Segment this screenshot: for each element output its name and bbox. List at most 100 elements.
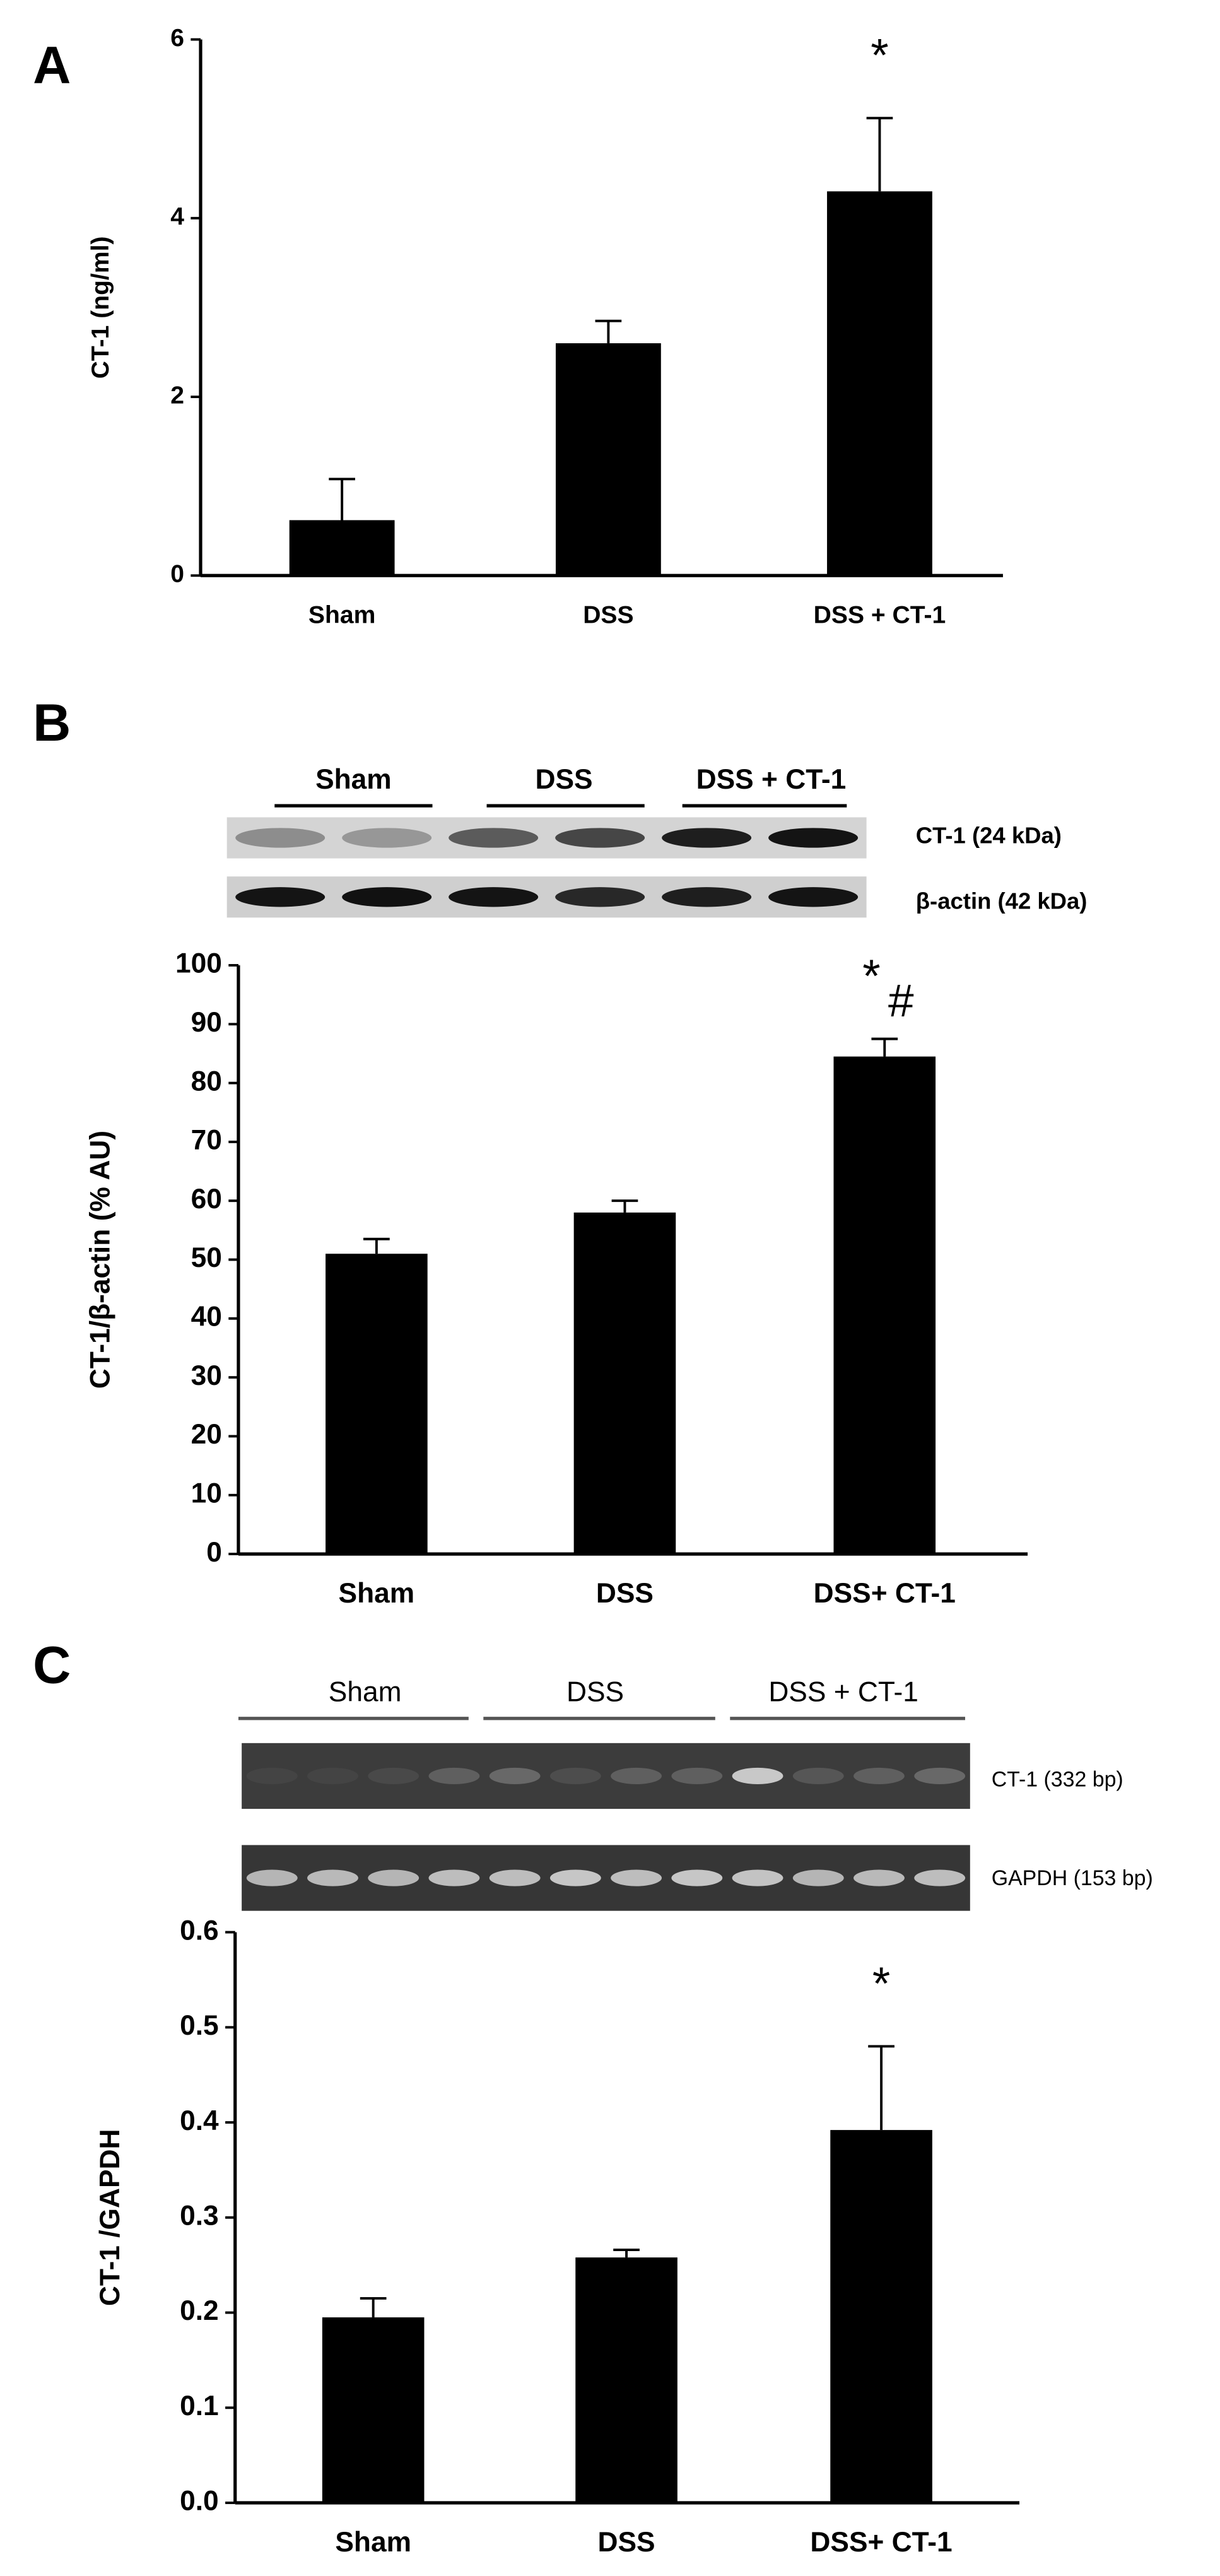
blot-group-label: DSS <box>566 1676 624 1707</box>
y-tick-label: 0.5 <box>180 2010 219 2041</box>
y-tick-label: 10 <box>191 1478 222 1509</box>
blot-band <box>449 828 539 848</box>
blot-band <box>489 1767 541 1784</box>
blot-band <box>307 1869 358 1886</box>
blot-band-label: CT-1 (332 bp) <box>992 1768 1123 1792</box>
blot-band <box>853 1869 905 1886</box>
y-axis-label: CT-1/β-actin (% AU) <box>85 1131 115 1389</box>
blot-band <box>732 1869 783 1886</box>
blot-band <box>342 828 432 848</box>
x-tick-label: Sham <box>335 2527 411 2558</box>
blot-band <box>342 887 432 907</box>
bar <box>555 343 661 576</box>
bar <box>322 2317 425 2503</box>
blot-band <box>235 887 326 907</box>
blot-band <box>768 887 859 907</box>
y-tick-label: 0.4 <box>180 2105 219 2136</box>
bar <box>830 2130 932 2503</box>
blot-band <box>555 828 645 848</box>
blot-band-label: GAPDH (153 bp) <box>992 1866 1153 1890</box>
blot-group-label: DSS + CT-1 <box>696 764 847 795</box>
blot-band <box>732 1767 783 1784</box>
annotation: * <box>871 30 888 81</box>
blot-strip <box>226 817 867 859</box>
blot-band <box>246 1869 298 1886</box>
blot-band-label: CT-1 (24 kDa) <box>916 822 1062 848</box>
x-tick-label: DSS <box>596 1578 654 1609</box>
y-tick-label: 4 <box>170 203 184 230</box>
blot-band <box>662 828 752 848</box>
blot-band <box>549 1767 601 1784</box>
y-axis-label: CT-1 /GAPDH <box>95 2129 126 2307</box>
blot-band <box>368 1869 419 1886</box>
blot-band <box>671 1869 723 1886</box>
y-tick-label: 80 <box>191 1066 222 1097</box>
annotation: * <box>872 1958 890 2009</box>
blot-band <box>555 887 645 907</box>
x-tick-label: DSS + CT-1 <box>814 602 946 629</box>
blot-strip <box>242 1743 970 1809</box>
bar <box>573 1212 676 1555</box>
blot-band <box>368 1767 419 1784</box>
x-tick-label: Sham <box>308 602 375 629</box>
y-tick-label: 0 <box>170 561 184 588</box>
blot-band <box>914 1869 966 1886</box>
panel-letter: A <box>33 36 71 95</box>
y-tick-label: 50 <box>191 1242 222 1273</box>
y-tick-label: 30 <box>191 1360 222 1391</box>
blot-group-label: Sham <box>329 1676 402 1707</box>
annotation: # <box>888 975 914 1026</box>
blot-band <box>307 1767 358 1784</box>
blot-band <box>549 1869 601 1886</box>
y-tick-label: 0.0 <box>180 2486 219 2517</box>
bar <box>827 191 932 576</box>
blot-band <box>428 1869 480 1886</box>
y-tick-label: 0.3 <box>180 2200 219 2231</box>
blot-band <box>611 1869 662 1886</box>
bar <box>326 1254 428 1555</box>
blot-band <box>428 1767 480 1784</box>
x-tick-label: Sham <box>339 1578 415 1609</box>
blot-band <box>235 828 326 848</box>
blot-band <box>246 1767 298 1784</box>
blot-band <box>662 887 752 907</box>
y-tick-label: 2 <box>170 382 184 409</box>
x-tick-label: DSS+ CT-1 <box>810 2527 952 2558</box>
blot-band-label: β-actin (42 kDa) <box>916 888 1088 914</box>
blot-group-label: DSS <box>535 764 592 795</box>
blot-strip <box>226 876 867 918</box>
y-tick-label: 0.6 <box>180 1915 219 1946</box>
bar <box>833 1056 936 1555</box>
blot-group-label: Sham <box>315 764 392 795</box>
blot-band <box>792 1869 844 1886</box>
blot-strip <box>242 1845 970 1911</box>
y-tick-label: 6 <box>170 25 184 52</box>
blot-band <box>914 1767 966 1784</box>
x-tick-label: DSS+ CT-1 <box>814 1578 956 1609</box>
x-tick-label: DSS <box>598 2527 655 2558</box>
blot-band <box>611 1767 662 1784</box>
blot-group-label: DSS + CT-1 <box>768 1676 918 1707</box>
blot-band <box>449 887 539 907</box>
y-tick-label: 20 <box>191 1419 222 1450</box>
y-tick-label: 70 <box>191 1125 222 1156</box>
bar <box>289 520 395 576</box>
y-tick-label: 0 <box>206 1537 222 1568</box>
y-tick-label: 100 <box>175 948 222 979</box>
y-tick-label: 90 <box>191 1007 222 1038</box>
blot-band <box>489 1869 541 1886</box>
y-tick-label: 40 <box>191 1302 222 1332</box>
y-tick-label: 0.1 <box>180 2391 219 2421</box>
x-tick-label: DSS <box>583 602 633 629</box>
panel-letter: B <box>33 693 71 752</box>
blot-band <box>853 1767 905 1784</box>
y-tick-label: 0.2 <box>180 2295 219 2326</box>
blot-band <box>671 1767 723 1784</box>
blot-band <box>792 1767 844 1784</box>
blot-band <box>768 828 859 848</box>
y-axis-label: CT-1 (ng/ml) <box>87 237 114 379</box>
panel-letter: C <box>33 1636 71 1695</box>
annotation: * <box>862 951 880 1002</box>
y-tick-label: 60 <box>191 1184 222 1214</box>
